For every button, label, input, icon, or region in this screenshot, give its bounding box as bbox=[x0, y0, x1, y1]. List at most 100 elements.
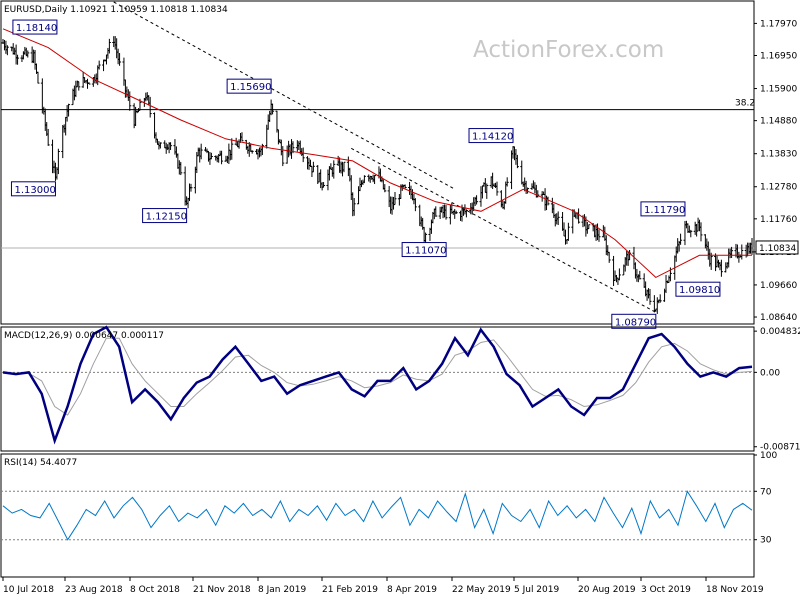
ohlc-bar bbox=[5, 45, 9, 56]
trendline bbox=[351, 147, 657, 313]
macd-header: MACD(12,26,9) 0.000647 0.000117 bbox=[4, 331, 164, 341]
ohlc-bar bbox=[505, 177, 509, 187]
ohlc-bar bbox=[597, 229, 601, 242]
ohlc-bar bbox=[730, 246, 734, 259]
price-axis: 1.17970 1.16950 1.15900 1.14880 1.13830 1.127… bbox=[754, 19, 797, 323]
rsi-line bbox=[2, 490, 753, 541]
macd-tick-label: -0.008718 bbox=[760, 443, 800, 453]
trendline-group bbox=[113, 1, 657, 313]
date-tick-label: 21 Feb 2019 bbox=[322, 585, 378, 595]
ohlc-bar bbox=[209, 152, 213, 160]
ohlc-bar bbox=[383, 184, 387, 193]
ohlc-bar bbox=[26, 50, 30, 58]
date-axis: 10 Jul 2018 23 Aug 2018 8 Oct 2018 21 Nov 2… bbox=[2, 577, 764, 595]
rsi-header: RSI(14) 54.4077 bbox=[4, 458, 77, 468]
ohlc-bar bbox=[128, 91, 132, 111]
date-tick-label: 20 Aug 2019 bbox=[578, 585, 636, 595]
price-annotation: 1.12150 bbox=[142, 208, 188, 224]
ohlc-bar bbox=[87, 82, 91, 85]
fib-level-group: 38.2 bbox=[1, 99, 755, 249]
ohlc-bar bbox=[107, 38, 111, 54]
price-tick-label: 1.15900 bbox=[760, 85, 797, 95]
ohlc-bar bbox=[322, 182, 326, 188]
ohlc-bar bbox=[118, 53, 122, 66]
annotation-label: 1.15690 bbox=[230, 82, 271, 93]
annotation-label: 1.12150 bbox=[146, 212, 187, 223]
annotation-label: 1.14120 bbox=[472, 132, 513, 143]
price-tick-label: 1.11760 bbox=[760, 215, 797, 225]
price-header: EURUSD,Daily 1.10921 1.10959 1.10818 1.1… bbox=[4, 5, 228, 15]
ohlc-bar bbox=[56, 148, 60, 175]
ohlc-bar bbox=[638, 270, 642, 280]
ohlc-bar bbox=[648, 288, 652, 305]
ohlc-bar bbox=[536, 190, 540, 198]
ohlc-bar bbox=[403, 184, 407, 189]
date-tick-label: 8 Jan 2019 bbox=[258, 585, 306, 595]
price-pane: 38.2 1.18140 1.13000 1.15690 1.12150 1.11070… bbox=[0, 0, 799, 329]
annotation-box bbox=[640, 201, 686, 217]
ohlc-bar bbox=[679, 233, 683, 245]
rsi-tick-label: 70 bbox=[760, 487, 772, 497]
price-tick-label: 1.13830 bbox=[760, 150, 797, 160]
annotation-label: 1.08790 bbox=[615, 317, 656, 328]
annotation-box bbox=[611, 313, 657, 329]
ohlc-bar bbox=[454, 210, 458, 214]
price-pane-frame bbox=[0, 0, 755, 325]
ohlc-bar bbox=[240, 132, 244, 142]
price-annotation: 1.14120 bbox=[468, 128, 514, 144]
price-annotation: 1.18140 bbox=[12, 19, 58, 35]
ohlc-bar bbox=[148, 96, 152, 118]
ohlc-bar bbox=[342, 161, 346, 173]
date-tick-label: 18 Nov 2019 bbox=[706, 585, 764, 595]
ohlc-bar bbox=[230, 138, 234, 160]
trendline bbox=[113, 1, 454, 189]
ohlc-bar bbox=[169, 142, 173, 151]
rsi-axis: 100 70 30 bbox=[754, 451, 777, 546]
date-tick-label: 10 Jul 2018 bbox=[3, 585, 54, 595]
price-annotations: 1.18140 1.13000 1.15690 1.12150 1.11070 1.141… bbox=[10, 19, 721, 329]
ohlc-bar bbox=[393, 192, 397, 206]
macd-axis: 0.004832 0.00 -0.008718 bbox=[754, 327, 800, 453]
ohlc-bar bbox=[750, 238, 754, 255]
annotation-box bbox=[468, 128, 514, 144]
moving-average-line bbox=[2, 28, 752, 279]
ohlc-bar bbox=[475, 195, 479, 205]
price-annotation: 1.13000 bbox=[10, 181, 56, 197]
macd-line bbox=[2, 325, 753, 445]
price-tick-label: 1.17970 bbox=[760, 19, 797, 29]
ohlc-bar bbox=[46, 128, 50, 146]
rsi-pane: 100 70 30 RSI(14) 54.4077 bbox=[0, 451, 777, 578]
watermark: ActionForex.com bbox=[473, 37, 664, 63]
price-annotation: 1.11790 bbox=[640, 201, 686, 217]
ohlc-bar bbox=[77, 81, 81, 91]
price-bars bbox=[1, 36, 754, 314]
ohlc-bar bbox=[607, 251, 611, 263]
ohlc-bar bbox=[658, 294, 662, 303]
annotation-box bbox=[675, 281, 721, 297]
current-price-box bbox=[755, 240, 799, 255]
annotation-box bbox=[10, 181, 56, 197]
rsi-tick-label: 30 bbox=[760, 536, 772, 546]
annotation-label: 1.13000 bbox=[14, 185, 55, 196]
ohlc-bar bbox=[515, 154, 519, 169]
annotation-box bbox=[12, 19, 58, 35]
rsi-pane-frame bbox=[0, 453, 755, 578]
annotation-label: 1.09810 bbox=[679, 285, 720, 296]
ohlc-bar bbox=[311, 161, 315, 173]
macd-pane-frame bbox=[0, 326, 755, 452]
macd-tick-label: 0.00 bbox=[760, 368, 780, 378]
ohlc-bar bbox=[281, 146, 285, 167]
ohlc-bar bbox=[617, 268, 621, 281]
annotation-box bbox=[226, 78, 272, 94]
date-tick-label: 3 Oct 2019 bbox=[641, 585, 691, 595]
ohlc-bar bbox=[587, 224, 591, 230]
ohlc-bar bbox=[520, 160, 524, 185]
ohlc-bar bbox=[719, 259, 723, 277]
price-tick-label: 1.12780 bbox=[760, 183, 797, 193]
ohlc-bar bbox=[16, 54, 20, 65]
price-annotation: 1.15690 bbox=[226, 78, 272, 94]
ohlc-bar bbox=[362, 175, 366, 184]
price-tick-label: 1.14880 bbox=[760, 117, 797, 127]
ohlc-bar bbox=[464, 209, 468, 218]
ohlc-bar bbox=[566, 222, 570, 241]
